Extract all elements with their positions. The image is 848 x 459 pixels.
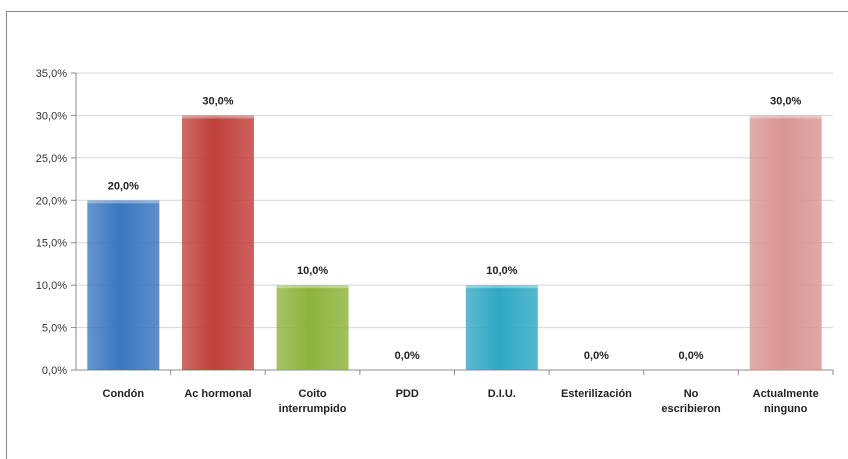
data-label: 20,0% <box>108 180 139 192</box>
bar-highlight <box>465 285 538 289</box>
bar <box>276 285 349 370</box>
x-tick-label: Esterilización <box>561 388 632 400</box>
data-label: 30,0% <box>770 95 801 107</box>
x-tick-label: Coito interrumpido <box>279 388 347 415</box>
data-labels: 20,0% 30,0% 10,0% 0,0% 10,0% 0,0% 0,0% 30,0% <box>108 95 802 362</box>
bar <box>87 200 160 370</box>
y-tick-label: 25,0% <box>36 153 67 165</box>
bar <box>181 115 254 370</box>
y-tick-label: 35,0% <box>36 68 67 80</box>
data-label: 0,0% <box>584 350 609 362</box>
y-tick-label: 30,0% <box>36 110 67 122</box>
data-label: 0,0% <box>679 350 704 362</box>
y-tick-label: 15,0% <box>36 238 67 250</box>
chart-frame <box>6 11 848 459</box>
bar <box>749 115 822 370</box>
bar-highlight <box>181 115 254 119</box>
bar-highlight <box>749 115 822 119</box>
bar <box>465 285 538 370</box>
bar-highlight <box>87 200 160 204</box>
data-label: 10,0% <box>297 265 328 277</box>
x-tick-label: D.I.U. <box>488 388 516 400</box>
data-label: 30,0% <box>202 95 233 107</box>
x-tick-label: PDD <box>396 388 419 400</box>
y-tick-label: 10,0% <box>36 280 67 292</box>
data-label: 0,0% <box>395 350 420 362</box>
x-tick-label: Condón <box>103 388 145 400</box>
x-tick-label: Actualmente ninguno <box>753 388 819 415</box>
x-tick-label: Ac hormonal <box>184 388 251 400</box>
y-tick-label: 0,0% <box>42 365 67 377</box>
bars <box>87 115 822 370</box>
data-label: 10,0% <box>486 265 517 277</box>
y-tick-label: 20,0% <box>36 195 67 207</box>
x-tick-label: No escribieron <box>661 388 721 415</box>
bar-highlight <box>276 285 349 289</box>
y-axis: 0,0% 5,0% 10,0% 15,0% 20,0% 25,0% 30,0% 35,0% <box>36 68 77 377</box>
y-tick-label: 5,0% <box>42 323 67 335</box>
x-axis: Condón Ac hormonal Coito interrumpido PDD D.I… <box>103 370 834 415</box>
